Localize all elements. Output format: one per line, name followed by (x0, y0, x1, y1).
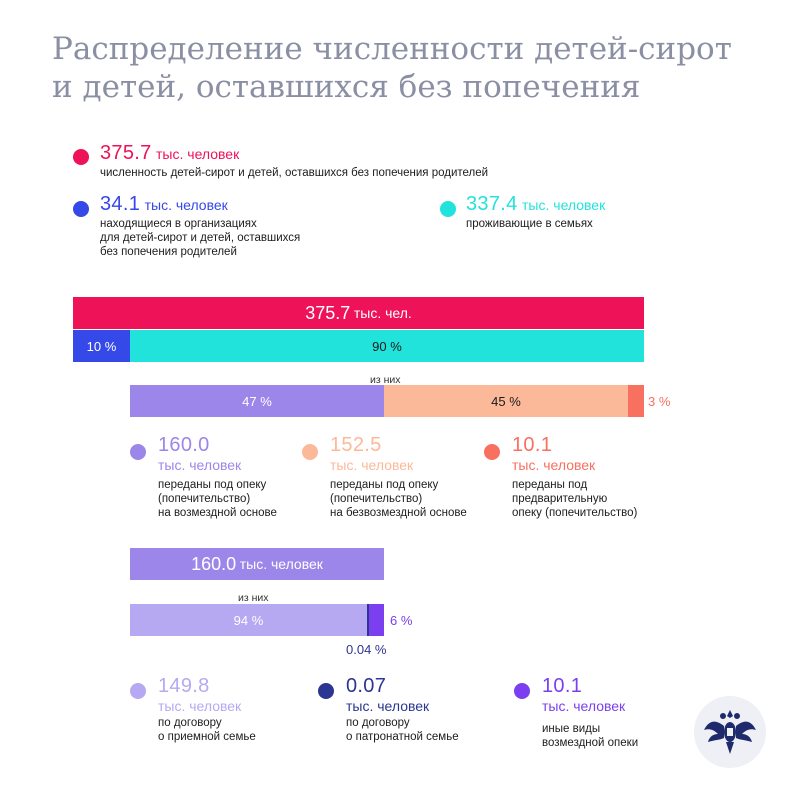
bar-patronage-family (367, 604, 369, 636)
bar-paid-total: 160.0 тыс. человек (130, 548, 384, 580)
legend-other-desc: иные виды возмездной опеки (542, 723, 639, 749)
legend-preliminary: 10.1 тыс. человек (512, 434, 596, 473)
bar-foster-family: 94 % (130, 604, 367, 636)
of-them-label-2: из них (238, 592, 269, 604)
legend-family-value: 337.4 тыс. человек (466, 193, 606, 215)
legend-dot-org (73, 201, 89, 217)
legend-dot-paid (130, 444, 146, 460)
legend-dot-free (302, 444, 318, 460)
legend-dot-total (73, 149, 89, 165)
legend-paid: 160.0 тыс. человек (158, 434, 242, 473)
bar-other-paid (369, 604, 384, 636)
page-title: Распределение численности детей-сирот и … (52, 31, 732, 105)
bar-preliminary-label: 3 % (648, 394, 671, 409)
bar-patronage-label: 0.04 % (346, 642, 387, 657)
bar-other-paid-label: 6 % (390, 613, 413, 628)
legend-dot-patronage (318, 683, 334, 699)
coat-of-arms-logo (694, 696, 766, 768)
legend-foster-desc: по договору о приемной семье (158, 717, 256, 743)
legend-other: 10.1 тыс. человек (542, 675, 626, 714)
legend-dot-foster (130, 683, 146, 699)
legend-paid-desc: переданы под опеку (попечительство) на в… (158, 479, 277, 519)
legend-dot-family (440, 201, 456, 217)
legend-patronage-desc: по договору о патронатной семье (346, 717, 459, 743)
legend-free-desc: переданы под опеку (попечительство) на б… (330, 479, 467, 519)
legend-preliminary-desc: переданы под предварительную опеку (попе… (512, 479, 638, 519)
of-them-label-1: из них (370, 374, 401, 386)
legend-free: 152.5 тыс. человек (330, 434, 414, 473)
bar-total: 375.7 тыс. чел. (73, 297, 644, 329)
legend-org-value: 34.1 тыс. человек (100, 193, 228, 215)
bar-family-share: 90 % (130, 330, 644, 362)
legend-family-desc: проживающие в семьях (466, 218, 593, 230)
bar-preliminary-guardianship (628, 385, 644, 417)
legend-org-desc: находящиеся в организациях для детей-сир… (100, 218, 301, 258)
bar-free-guardianship: 45 % (384, 385, 628, 417)
legend-patronage: 0.07 тыс. человек (346, 675, 430, 714)
legend-foster: 149.8 тыс. человек (158, 675, 242, 714)
legend-dot-preliminary (484, 444, 500, 460)
legend-total-desc: численность детей-сирот и детей, оставши… (100, 167, 489, 179)
legend-total-value: 375.7 тыс. человек (100, 142, 240, 164)
legend-dot-other (514, 683, 530, 699)
bar-paid-guardianship: 47 % (130, 385, 384, 417)
bar-org-share: 10 % (73, 330, 130, 362)
